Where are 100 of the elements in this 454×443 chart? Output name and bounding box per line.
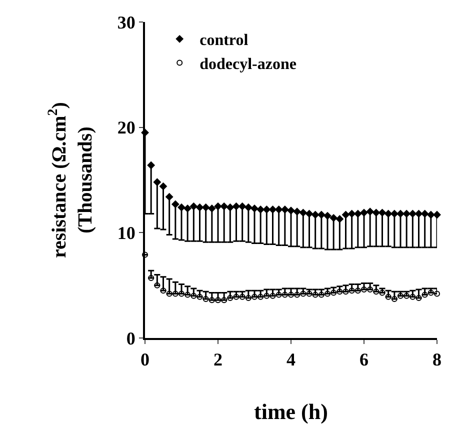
point [390,210,398,218]
y-tick-label: 30 [117,12,136,32]
point [147,162,155,169]
point [318,211,326,219]
point [190,202,198,210]
point [324,290,330,297]
point [306,210,313,218]
point [276,292,282,298]
legend-label: dodecyl-azone [200,56,296,73]
x-tick-label: 8 [432,350,442,370]
point [287,206,295,214]
point [208,297,215,304]
point [408,210,416,218]
x-tick-label: 4 [286,350,296,370]
point [367,286,374,293]
point [154,282,160,288]
point [342,211,350,219]
point [172,200,180,208]
point [220,202,228,210]
point [196,294,203,300]
point [294,292,300,298]
x-axis-title: time (h) [254,399,328,424]
point [288,292,294,298]
point [166,193,174,201]
point [244,204,252,212]
point [233,294,240,300]
point [184,292,191,298]
x-tick-label: 6 [360,350,368,370]
point [172,290,178,297]
point [330,214,338,222]
point [384,210,392,218]
point [416,294,422,301]
point [354,288,361,294]
point [148,274,154,281]
point [262,206,270,214]
point [312,211,320,219]
point [160,182,167,190]
point [415,210,422,218]
point [360,208,368,216]
point [293,208,301,216]
point [178,204,186,212]
point [142,252,148,258]
point [385,294,392,300]
point [153,178,161,186]
point [421,210,429,218]
point [184,204,192,212]
y-tick-label: 20 [117,118,136,138]
point [373,288,380,295]
point [258,294,264,300]
point [215,297,221,304]
point [190,292,197,299]
point [378,208,386,216]
point [427,211,435,219]
point [410,294,416,300]
point [239,294,246,300]
point [196,204,204,212]
point [252,294,258,300]
point [275,206,283,214]
point [391,296,398,302]
point [324,212,332,220]
point [232,202,240,210]
point [354,210,362,218]
point [226,204,234,212]
point [270,292,276,299]
point [299,208,307,216]
point [396,210,404,218]
point [434,290,440,297]
x-tick-label: 2 [214,350,222,370]
point [336,288,343,295]
point [202,204,210,212]
point [178,290,184,297]
point [300,290,306,297]
point [422,292,428,298]
point [166,290,172,297]
point [202,296,209,302]
point [250,204,258,212]
x-tick-label: 0 [140,350,150,370]
point [428,290,434,296]
point [227,294,234,301]
point [312,292,318,298]
point [306,290,312,297]
y-tick-label: 0 [126,328,136,348]
point [318,292,324,298]
point [361,286,367,293]
point [221,297,228,304]
point [348,210,356,218]
point [238,202,246,210]
point [160,288,166,294]
point [281,206,289,214]
point [366,208,374,216]
point [256,206,264,214]
point [208,204,216,212]
point [342,288,349,295]
legend-label: control [200,32,249,50]
point [372,208,380,216]
point [433,211,441,219]
y-tick-label: 10 [117,222,136,243]
point [348,288,355,294]
point [330,290,337,296]
point [269,206,276,214]
